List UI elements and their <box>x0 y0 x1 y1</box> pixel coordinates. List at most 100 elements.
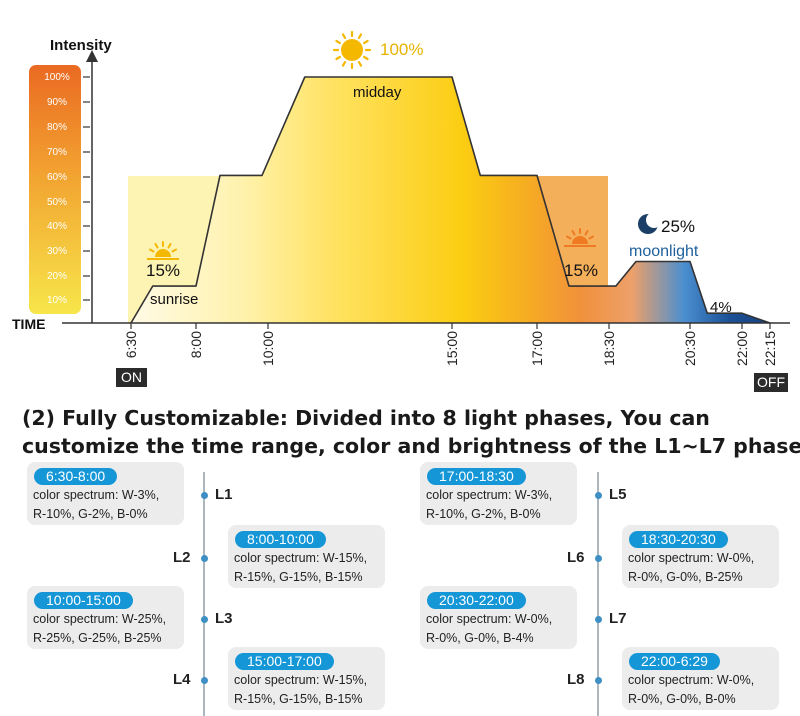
timeline-dot <box>200 676 208 684</box>
phase-card: 15:00-17:00 color spectrum: W-15%, R-15%, … <box>228 647 385 710</box>
phase-spectrum-line: color spectrum: W-3%, <box>33 488 160 502</box>
phase-label: L2 <box>173 549 191 566</box>
timeline-dot <box>594 615 602 623</box>
phase-time-range: 18:30-20:30 <box>629 531 728 548</box>
timeline-dot <box>200 615 208 623</box>
phase-spectrum-line: R-0%, G-0%, B-25% <box>628 570 743 584</box>
y-tick-label: 90% <box>47 97 67 108</box>
phase-spectrum: color spectrum: W-25%, R-25%, G-25%, B-25… <box>33 610 166 648</box>
heading-line-2: customize the time range, color and brig… <box>22 434 800 458</box>
chart-labels: sunrise 15% 100% midday 15% 25% moonlight 4% <box>146 40 732 316</box>
x-tick-label: 18:30 <box>601 331 617 366</box>
on-badge <box>116 368 147 387</box>
phase-card: 17:00-18:30 color spectrum: W-3%, R-10%, G… <box>420 462 577 525</box>
moon-cutout <box>646 212 662 228</box>
sun-ray <box>357 33 363 39</box>
phase-spectrum-line: color spectrum: W-25%, <box>33 612 167 626</box>
sun-ray <box>588 235 594 240</box>
y-tick-label: 70% <box>47 147 67 158</box>
phase-spectrum-line: R-10%, G-2%, B-0% <box>426 507 541 521</box>
timeline-dot <box>200 491 208 499</box>
section-heading: (2) Fully Customizable: Divided into 8 l… <box>22 404 800 460</box>
sun-ray <box>167 243 172 249</box>
phase-card: 22:00-6:29 color spectrum: W-0%, R-0%, G-0… <box>622 647 779 710</box>
axes: 6:30 8:00 10:00 15:00 17:00 18:30 20:30 22:00 22… <box>12 37 790 392</box>
x-tick-label: 6:30 <box>123 331 139 358</box>
intensity-area <box>131 77 770 323</box>
sun-ray <box>363 39 369 45</box>
phase-label: L5 <box>609 486 627 503</box>
timeline-dot <box>200 554 208 562</box>
phase-time-range: 10:00-15:00 <box>34 592 133 609</box>
phase-spectrum-line: color spectrum: W-0%, <box>628 673 755 687</box>
x-tick-label: 8:00 <box>188 331 204 358</box>
annotation-sunrise: sunrise <box>150 291 198 308</box>
sunrise-sun-icon <box>147 241 179 260</box>
annotation-moonlight: moonlight <box>629 243 699 260</box>
sun-half-disc <box>155 249 171 257</box>
phase-spectrum-line: color spectrum: W-15%, <box>234 673 368 687</box>
y-tick-label: 40% <box>47 221 67 232</box>
sun-ray <box>335 55 341 61</box>
annotation-sunrise-value: 15% <box>146 261 180 280</box>
phase-spectrum: color spectrum: W-0%, R-0%, G-0%, B-4% <box>426 610 552 648</box>
phase-spectrum: color spectrum: W-0%, R-0%, G-0%, B-0% <box>628 671 754 709</box>
phase-label: L8 <box>567 671 585 688</box>
x-tick-label: 22:00 <box>734 331 750 366</box>
sunset-sun-icon <box>564 228 596 247</box>
x-tick-label: 15:00 <box>444 331 460 366</box>
phase-time-range: 15:00-17:00 <box>235 653 334 670</box>
y-tick-label: 30% <box>47 246 67 257</box>
sun-ray <box>584 230 589 236</box>
phase-label: L6 <box>567 549 585 566</box>
sun-disc <box>341 39 363 61</box>
intensity-line <box>130 76 771 324</box>
sun-ray <box>335 39 341 45</box>
annotation-sunset-value: 15% <box>564 261 598 280</box>
sun-half-disc <box>572 236 588 244</box>
y-axis-title: Intensity <box>50 37 112 54</box>
phase-time-range: 17:00-18:30 <box>427 468 526 485</box>
phase-time-range: 6:30-8:00 <box>34 468 118 485</box>
sun-ray <box>341 33 347 39</box>
chart-icons <box>147 30 662 260</box>
phase-spectrum: color spectrum: W-0%, R-0%, G-0%, B-25% <box>628 549 754 587</box>
y-tick-label: 20% <box>47 271 67 282</box>
light-intensity-chart: 10% 20% 30% 40% 50% 60% 70% 80% 90% 100% 6:30 8:00… <box>12 30 790 392</box>
sun-ray <box>566 235 572 240</box>
off-badge-label: OFF <box>757 374 785 390</box>
intensity-curve <box>130 76 771 324</box>
timeline-dot <box>594 676 602 684</box>
phase-spectrum-line: color spectrum: W-0%, <box>628 551 755 565</box>
phase-card: 6:30-8:00 color spectrum: W-3%, R-10%, G-2… <box>27 462 184 525</box>
phase-spectrum-line: R-25%, G-25%, B-25% <box>33 631 162 645</box>
timeline-line <box>597 472 599 716</box>
phase-card: 10:00-15:00 color spectrum: W-25%, R-25%, … <box>27 586 184 649</box>
midday-sun-icon <box>332 30 372 70</box>
sun-ray <box>571 230 576 236</box>
phase-spectrum: color spectrum: W-3%, R-10%, G-2%, B-0% <box>426 486 552 524</box>
timeline-dot <box>594 554 602 562</box>
phase-spectrum-line: R-0%, G-0%, B-4% <box>426 631 534 645</box>
annotation-midday: midday <box>353 84 402 101</box>
x-tick-label: 10:00 <box>260 331 276 366</box>
y-axis-arrow <box>86 50 98 62</box>
phase-spectrum-line: color spectrum: W-15%, <box>234 551 368 565</box>
phase-time-range: 20:30-22:00 <box>427 592 526 609</box>
phase-card: 8:00-10:00 color spectrum: W-15%, R-15%, G… <box>228 525 385 588</box>
sun-ray <box>154 243 159 249</box>
phase-spectrum-line: color spectrum: W-0%, <box>426 612 553 626</box>
annotation-midday-value: 100% <box>380 40 423 59</box>
y-tick-label: 80% <box>47 122 67 133</box>
x-tick-label: 17:00 <box>529 331 545 366</box>
phase-label: L3 <box>215 610 233 627</box>
sun-ray <box>171 248 177 253</box>
intensity-scale: 10% 20% 30% 40% 50% 60% 70% 80% 90% 100% <box>29 65 90 314</box>
intensity-scale-bar <box>29 65 81 314</box>
phase-spectrum: color spectrum: W-3%, R-10%, G-2%, B-0% <box>33 486 159 524</box>
phase-label: L7 <box>609 610 627 627</box>
moon-icon <box>638 212 662 234</box>
y-tick-label: 100% <box>44 72 70 83</box>
y-tick-label: 10% <box>47 295 67 306</box>
y-tick-label: 60% <box>47 172 67 183</box>
